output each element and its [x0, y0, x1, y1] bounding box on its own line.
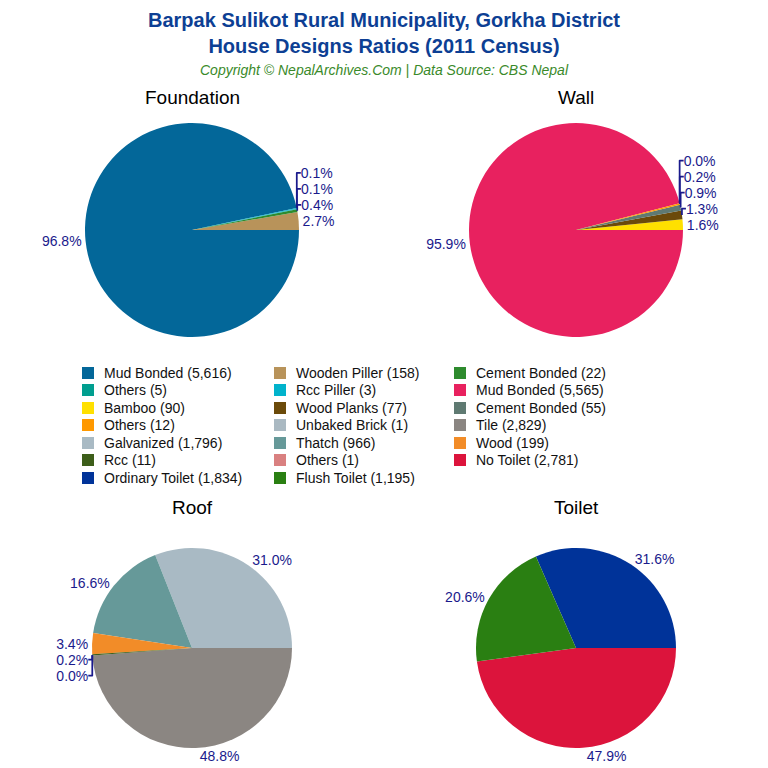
html-text:Others (1): Others (1)	[296, 452, 359, 469]
svg-text:47.9%: 47.9%	[587, 748, 627, 764]
svg-text:0.2%: 0.2%	[56, 652, 88, 668]
svg-text:0.4%: 0.4%	[301, 197, 333, 213]
html-text:Others (12): Others (12)	[104, 417, 175, 434]
svg-text:0.9%: 0.9%	[685, 185, 717, 201]
svg-text:20.6%: 20.6%	[445, 589, 485, 605]
html-text:Rcc (11): Rcc (11)	[104, 452, 156, 469]
svg-text:2.7%: 2.7%	[303, 213, 335, 229]
svg-text:31.0%: 31.0%	[252, 552, 292, 568]
html-text:Cement Bonded (55): Cement Bonded (55)	[476, 399, 606, 416]
html-text:Wood (199): Wood (199)	[476, 434, 549, 451]
html-text:Others (5): Others (5)	[104, 382, 167, 399]
svg-text:0.2%: 0.2%	[684, 169, 716, 185]
html-text:Rcc Piller (3): Rcc Piller (3)	[296, 382, 377, 399]
svg-text:1.3%: 1.3%	[686, 201, 718, 217]
html-text:Mud Bonded (5,616): Mud Bonded (5,616)	[104, 364, 232, 381]
svg-text:0.1%: 0.1%	[301, 181, 333, 197]
html-text:Mud Bonded (5,565): Mud Bonded (5,565)	[476, 382, 604, 399]
svg-text:3.4%: 3.4%	[56, 636, 88, 652]
html-text:Ordinary Toilet (1,834): Ordinary Toilet (1,834)	[104, 469, 243, 486]
svg-text:31.6%: 31.6%	[635, 551, 675, 567]
html-text:Tile (2,829): Tile (2,829)	[476, 417, 547, 434]
svg-text:Wall: Wall	[558, 87, 594, 108]
html-text:No Toilet (2,781): No Toilet (2,781)	[476, 452, 579, 469]
svg-text:95.9%: 95.9%	[426, 236, 466, 252]
svg-text:Roof: Roof	[172, 497, 213, 518]
svg-text:Barpak Sulikot Rural Municipal: Barpak Sulikot Rural Municipality, Gorkh…	[148, 9, 620, 57]
svg-text:16.6%: 16.6%	[70, 575, 110, 591]
html-text:Wood Planks (77): Wood Planks (77)	[296, 399, 407, 416]
html-text:Galvanized (1,796): Galvanized (1,796)	[104, 434, 223, 451]
html-text:Bamboo (90): Bamboo (90)	[104, 399, 185, 416]
svg-text:96.8%: 96.8%	[42, 233, 82, 249]
html-text:Unbaked Brick (1): Unbaked Brick (1)	[296, 417, 408, 434]
svg-text:0.0%: 0.0%	[684, 153, 716, 169]
svg-text:48.8%: 48.8%	[200, 748, 240, 764]
svg-text:0.1%: 0.1%	[301, 165, 333, 181]
html-text:Cement Bonded (22): Cement Bonded (22)	[476, 364, 606, 381]
svg-text:Foundation: Foundation	[145, 87, 240, 108]
svg-text:Copyright © NepalArchives.Com: Copyright © NepalArchives.Com | Data Sou…	[200, 62, 569, 78]
html-text:Wooden Piller (158): Wooden Piller (158)	[296, 364, 420, 381]
svg-text:Toilet: Toilet	[554, 497, 599, 518]
html-text:Flush Toilet (1,195): Flush Toilet (1,195)	[296, 469, 415, 486]
svg-text:1.6%: 1.6%	[687, 217, 719, 233]
svg-text:0.0%: 0.0%	[56, 668, 88, 684]
html-text:Thatch (966): Thatch (966)	[296, 434, 376, 451]
